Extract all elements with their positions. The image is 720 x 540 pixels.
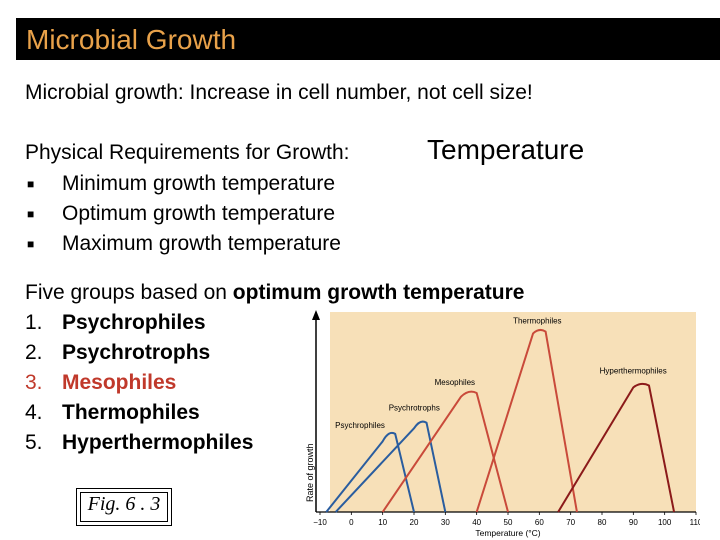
growth-rate-chart: Rate of growth Temperature (°C) −10 0 10 20… xyxy=(305,310,700,538)
growth-curves xyxy=(325,328,676,513)
x-tick-label: 100 xyxy=(658,518,672,527)
groups-intro: Five groups based on optimum growth temp… xyxy=(25,280,524,306)
x-tick-label: 90 xyxy=(629,518,638,527)
figure-caption-box: Fig. 6 . 3 xyxy=(76,488,172,526)
list-number: 1. xyxy=(25,311,43,334)
growth-curve-hyperthermophiles xyxy=(557,382,676,513)
list-item: Minimum growth temperature xyxy=(62,172,336,195)
x-tick-label: −10 xyxy=(313,518,327,527)
growth-curve-thermophiles xyxy=(475,328,578,513)
series-labels: Psychrophiles Psychrotrophs Mesophiles Ther… xyxy=(335,317,667,430)
x-tick-label: 40 xyxy=(472,518,481,527)
list-item: Psychrotrophs xyxy=(62,341,211,364)
x-axis-label: Temperature (°C) xyxy=(475,528,540,538)
x-tick-label: 0 xyxy=(349,518,354,527)
groups-intro-prefix: Five groups based on xyxy=(25,281,233,304)
x-tick-labels: −10 0 10 20 30 40 50 60 70 80 90 100 110 xyxy=(313,512,700,527)
y-axis-arrow-icon xyxy=(312,310,320,320)
chart-plot-area xyxy=(330,312,696,512)
x-tick-label: 50 xyxy=(504,518,513,527)
x-tick-label: 80 xyxy=(598,518,607,527)
bullet-icon: ■ xyxy=(27,207,35,221)
slide-title: Microbial Growth xyxy=(26,24,237,55)
series-label-psychrotrophs: Psychrotrophs xyxy=(389,404,440,413)
figure-caption: Fig. 6 . 3 xyxy=(87,493,161,515)
list-item: Mesophiles xyxy=(62,371,177,394)
series-label-hyperthermophiles: Hyperthermophiles xyxy=(600,367,667,376)
physical-requirements-label: Physical Requirements for Growth: xyxy=(25,141,350,164)
list-number: 2. xyxy=(25,341,43,364)
x-tick-label: 20 xyxy=(410,518,419,527)
list-item: Hyperthermophiles xyxy=(62,431,254,454)
series-label-mesophiles: Mesophiles xyxy=(435,378,475,387)
list-item: Thermophiles xyxy=(62,401,200,424)
x-tick-label: 110 xyxy=(690,518,700,527)
list-item: Psychrophiles xyxy=(62,311,206,334)
x-tick-label: 30 xyxy=(441,518,450,527)
series-label-thermophiles: Thermophiles xyxy=(513,317,561,326)
groups-intro-bold: optimum growth temperature xyxy=(232,281,525,304)
growth-curve-psychrophiles xyxy=(325,431,415,513)
growth-curve-mesophiles xyxy=(381,390,509,513)
list-item: Optimum growth temperature xyxy=(62,202,336,225)
bullet-icon: ■ xyxy=(27,237,35,251)
figure-caption-inner-border xyxy=(80,492,168,522)
x-tick-label: 70 xyxy=(566,518,575,527)
x-tick-label: 60 xyxy=(535,518,544,527)
y-axis-label: Rate of growth xyxy=(305,443,315,502)
temperature-heading: Temperature xyxy=(427,134,585,165)
intro-text: Microbial growth: Increase in cell numbe… xyxy=(25,81,533,104)
list-number: 4. xyxy=(25,401,43,424)
series-label-psychrophiles: Psychrophiles xyxy=(335,421,385,430)
list-number: 3. xyxy=(25,371,43,394)
list-number: 5. xyxy=(25,431,43,454)
bullet-icon: ■ xyxy=(27,177,35,191)
growth-curve-psychrotrophs xyxy=(334,420,447,513)
list-item: Maximum growth temperature xyxy=(62,232,341,255)
x-tick-label: 10 xyxy=(378,518,387,527)
title-bar xyxy=(16,18,720,60)
